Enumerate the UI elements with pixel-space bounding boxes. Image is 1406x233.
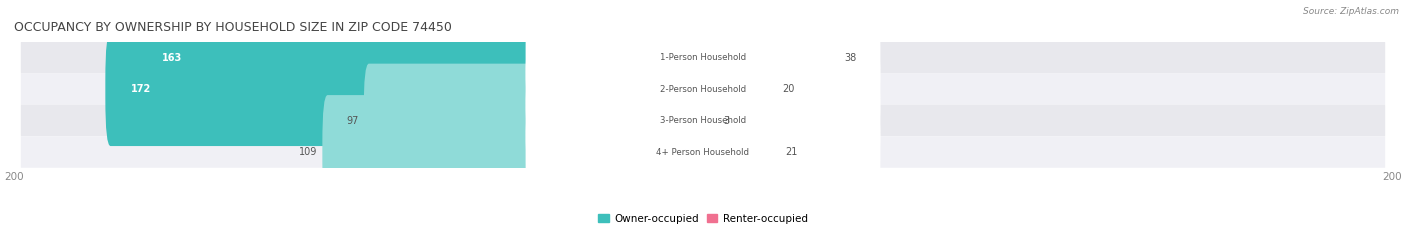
FancyBboxPatch shape [364, 64, 709, 178]
Text: 20: 20 [782, 84, 794, 94]
FancyBboxPatch shape [21, 42, 1385, 73]
FancyBboxPatch shape [136, 1, 709, 115]
FancyBboxPatch shape [697, 64, 718, 178]
Text: 109: 109 [299, 147, 318, 157]
FancyBboxPatch shape [526, 64, 880, 178]
Text: 38: 38 [844, 53, 856, 63]
FancyBboxPatch shape [697, 32, 778, 146]
Text: 3-Person Household: 3-Person Household [659, 116, 747, 125]
FancyBboxPatch shape [21, 105, 1385, 136]
FancyBboxPatch shape [105, 32, 709, 146]
Text: 1-Person Household: 1-Person Household [659, 53, 747, 62]
FancyBboxPatch shape [697, 1, 839, 115]
Text: 21: 21 [786, 147, 799, 157]
FancyBboxPatch shape [322, 95, 709, 209]
Text: 163: 163 [162, 53, 183, 63]
FancyBboxPatch shape [526, 1, 880, 115]
FancyBboxPatch shape [697, 95, 780, 209]
Legend: Owner-occupied, Renter-occupied: Owner-occupied, Renter-occupied [595, 210, 811, 228]
Text: 2-Person Household: 2-Person Household [659, 85, 747, 94]
Text: 172: 172 [131, 84, 152, 94]
Text: OCCUPANCY BY OWNERSHIP BY HOUSEHOLD SIZE IN ZIP CODE 74450: OCCUPANCY BY OWNERSHIP BY HOUSEHOLD SIZE… [14, 21, 451, 34]
FancyBboxPatch shape [526, 32, 880, 146]
Text: 97: 97 [346, 116, 359, 126]
FancyBboxPatch shape [526, 95, 880, 209]
FancyBboxPatch shape [21, 73, 1385, 105]
Text: Source: ZipAtlas.com: Source: ZipAtlas.com [1303, 7, 1399, 16]
Text: 4+ Person Household: 4+ Person Household [657, 147, 749, 157]
FancyBboxPatch shape [21, 136, 1385, 168]
Text: 3: 3 [724, 116, 730, 126]
